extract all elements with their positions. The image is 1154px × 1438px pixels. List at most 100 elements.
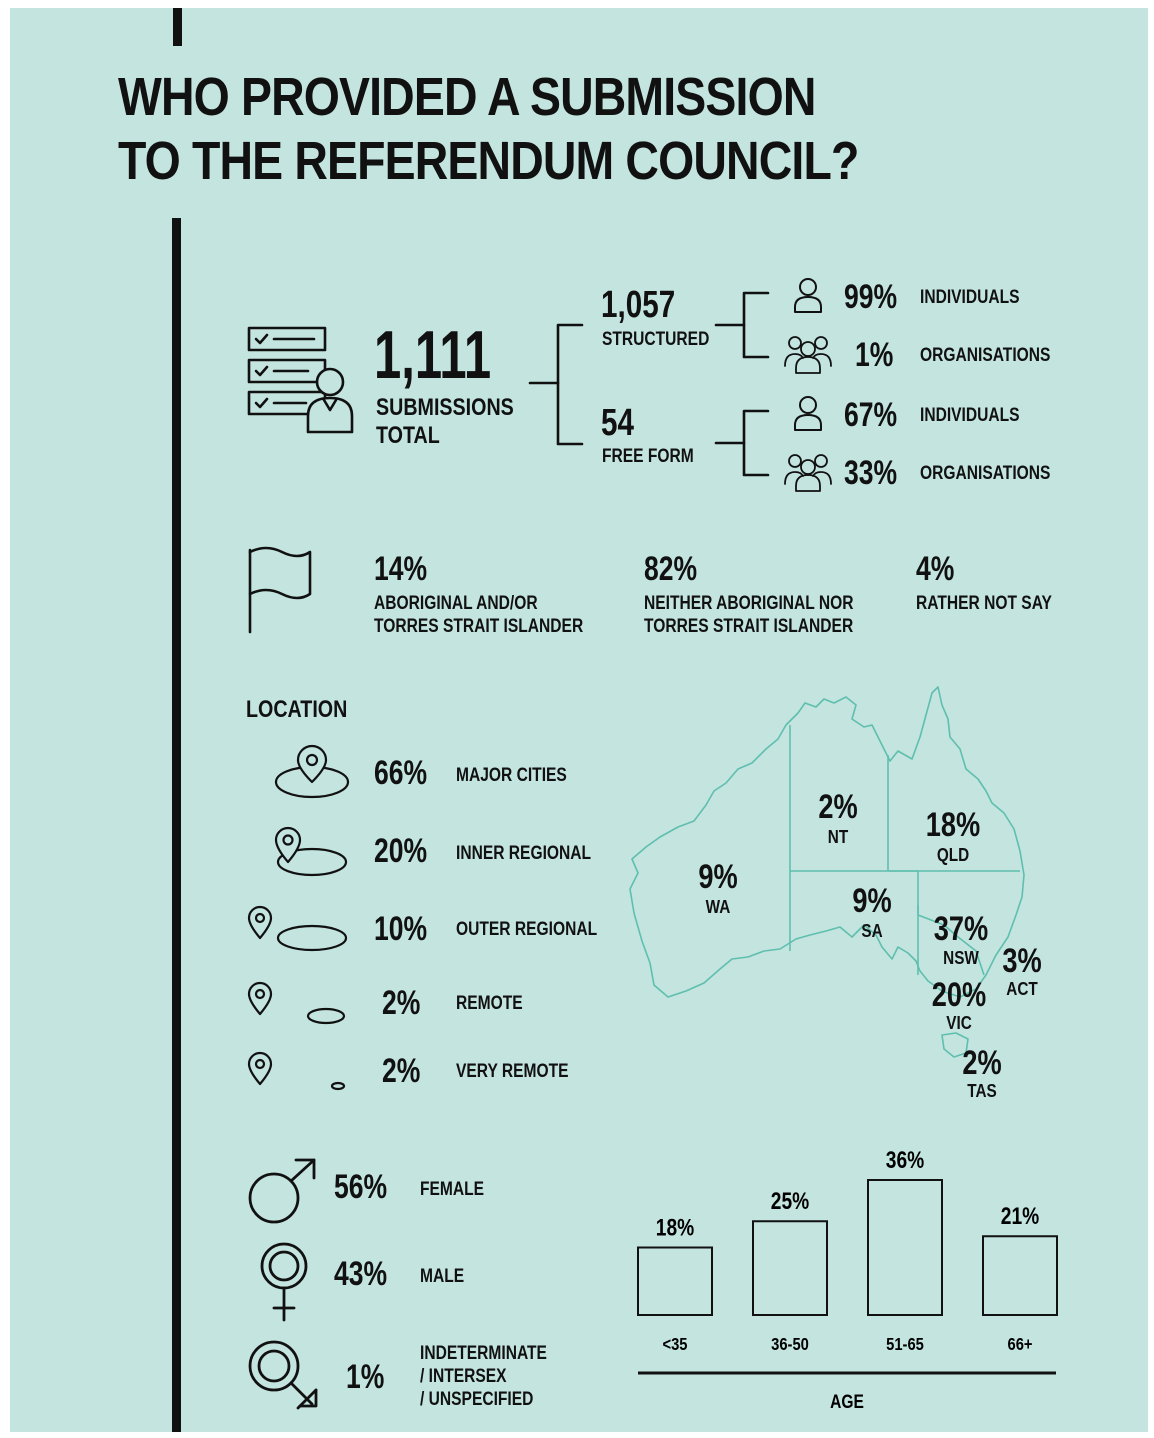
person-icon	[794, 396, 822, 431]
top-accent-bar	[173, 8, 182, 46]
gender-pct-2-wrap: 43%	[334, 1255, 402, 1294]
gender-pct-3-wrap: 1%	[346, 1358, 395, 1397]
loc-pct-4-wrap: 2%	[382, 984, 431, 1023]
gender-female-label: FEMALE	[420, 1179, 485, 1200]
age-category-label: 51-65	[886, 1335, 924, 1355]
state-wa-pct: 9%	[698, 858, 738, 896]
freeform-organisations-label-wrap: ORGANISATIONS	[920, 462, 1079, 485]
age-bar-value-label: 36%	[886, 1146, 924, 1174]
state-tas-name: TAS	[967, 1081, 997, 1101]
structured-label: STRUCTURED	[602, 329, 710, 350]
structured-organisations-label: ORGANISATIONS	[920, 345, 1051, 366]
freeform-individuals-pct-wrap: 67%	[844, 396, 912, 435]
location-very-remote-pct: 2%	[382, 1052, 421, 1090]
loc-label-3-wrap: OUTER REGIONAL	[456, 918, 628, 941]
state-act-pct: 3%	[1002, 942, 1042, 980]
location-remote-label: REMOTE	[456, 993, 523, 1014]
location-heading-wrap: LOCATION	[246, 698, 370, 722]
gender-label-2-wrap: MALE	[420, 1265, 474, 1288]
loc-pct-2-wrap: 20%	[374, 832, 442, 871]
nsw-wrap: 37% NSW	[918, 910, 1004, 967]
identity-label-1-wrap: ABORIGINAL AND/OR TORRES STRAIT ISLANDER	[374, 592, 629, 638]
group-icon	[784, 336, 832, 374]
state-wa-name: WA	[705, 897, 731, 917]
gender-indeterminate-pct: 1%	[346, 1358, 385, 1396]
identity-pct-3-wrap: 4%	[916, 550, 965, 589]
age-bar	[637, 1246, 713, 1316]
flag-icon	[248, 546, 312, 634]
map-pin-icon	[247, 981, 346, 1025]
person-icon	[794, 278, 822, 313]
identity-rather-not-say-label: RATHER NOT SAY	[916, 593, 1052, 614]
age-category-label: 66+	[1007, 1335, 1032, 1355]
vertical-rule	[172, 218, 181, 1432]
structured-label-wrap: STRUCTURED	[602, 328, 733, 351]
structured-value: 1,057	[601, 284, 676, 326]
identity-pct-1-wrap: 14%	[374, 550, 442, 589]
gender-male-label: MALE	[420, 1266, 465, 1287]
map-pin-icon	[274, 826, 348, 877]
freeform-bracket	[714, 409, 770, 477]
male-symbol-icon	[248, 1158, 316, 1224]
loc-label-4-wrap: REMOTE	[456, 992, 537, 1015]
location-outer-regional-pct: 10%	[374, 910, 428, 948]
checklist-person-icon	[247, 326, 354, 434]
location-major-cities-label: MAJOR CITIES	[456, 765, 567, 786]
structured-organisations-pct-wrap: 1%	[855, 336, 904, 375]
structured-organisations-pct: 1%	[855, 336, 894, 374]
total-value-wrap: 1,111	[374, 316, 537, 394]
location-heading: LOCATION	[246, 696, 348, 723]
identity-label-3-wrap: RATHER NOT SAY	[916, 592, 1082, 615]
freeform-value: 54	[601, 402, 634, 444]
total-label-line-2: TOTAL	[376, 422, 440, 449]
age-bar	[982, 1235, 1058, 1316]
loc-label-5-wrap: VERY REMOTE	[456, 1060, 593, 1083]
state-sa-pct: 9%	[852, 882, 892, 920]
sa-wrap: 9% SA	[834, 882, 910, 942]
location-inner-regional-pct: 20%	[374, 832, 428, 870]
age-bar-chart: 18% <35 25% 36-50 36% 51-65 21% 66+ AGE	[637, 1146, 1058, 1413]
freeform-organisations-label: ORGANISATIONS	[920, 463, 1051, 484]
freeform-individuals-label: INDIVIDUALS	[920, 405, 1020, 426]
identity-neither-label-1: NEITHER ABORIGINAL NOR	[644, 593, 854, 614]
gender-female-pct: 56%	[334, 1168, 388, 1206]
qld-wrap: 18% QLD	[910, 806, 996, 866]
loc-pct-1-wrap: 66%	[374, 754, 442, 793]
location-outer-regional-label: OUTER REGIONAL	[456, 919, 598, 940]
map-pin-icon	[274, 744, 350, 799]
state-vic-pct: 20%	[931, 976, 987, 1014]
total-submissions-value: 1,111	[374, 317, 492, 393]
identity-aboriginal-label-2: TORRES STRAIT ISLANDER	[374, 616, 584, 637]
state-nt-name: NT	[827, 827, 849, 847]
gender-label-1-wrap: FEMALE	[420, 1178, 498, 1201]
total-label-line-1: SUBMISSIONS	[376, 394, 514, 421]
nt-wrap: 2% NT	[800, 788, 876, 848]
structured-individuals-pct-wrap: 99%	[844, 278, 912, 317]
identity-pct-2-wrap: 82%	[644, 550, 712, 589]
gender-male-pct: 43%	[334, 1255, 388, 1293]
age-axis-label: AGE	[830, 1391, 864, 1413]
loc-pct-5-wrap: 2%	[382, 1052, 431, 1091]
female-symbol-icon	[260, 1242, 308, 1322]
structured-organisations-label-wrap: ORGANISATIONS	[920, 344, 1079, 367]
freeform-label: FREE FORM	[602, 446, 694, 467]
state-nt-pct: 2%	[818, 788, 858, 826]
loc-pct-3-wrap: 10%	[374, 910, 442, 949]
vic-wrap: 20% VIC	[916, 976, 1002, 1033]
state-nsw-name: NSW	[943, 948, 979, 968]
structured-bracket	[714, 291, 770, 359]
state-sa-name: SA	[861, 921, 883, 941]
state-act-name: ACT	[1006, 979, 1038, 999]
age-category-label: <35	[662, 1335, 687, 1355]
freeform-label-wrap: FREE FORM	[602, 445, 714, 468]
state-vic-name: VIC	[946, 1013, 972, 1033]
identity-aboriginal-pct: 14%	[374, 550, 428, 588]
title-line-2-wrap: TO THE REFERENDUM COUNCIL?	[118, 130, 979, 192]
tasmania-outline	[941, 1032, 969, 1058]
wa-wrap: 9% WA	[680, 858, 756, 918]
identity-neither-pct: 82%	[644, 550, 698, 588]
gender-indeterminate-label-3: / UNSPECIFIED	[420, 1389, 534, 1410]
tas-wrap: 2% TAS	[944, 1044, 1020, 1101]
act-wrap: 3% ACT	[990, 942, 1054, 999]
loc-label-1-wrap: MAJOR CITIES	[456, 764, 591, 787]
